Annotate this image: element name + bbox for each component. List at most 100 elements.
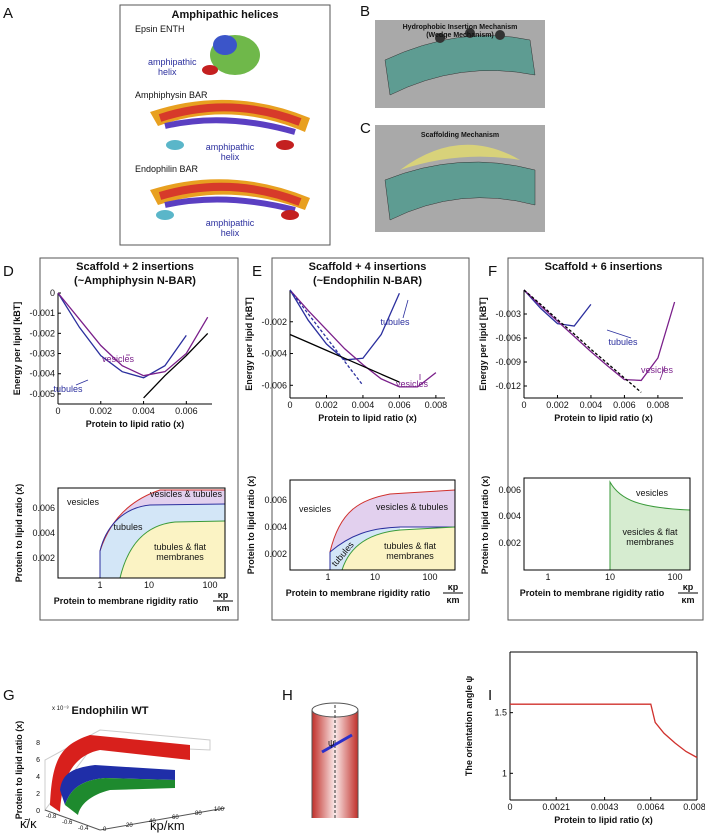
x-axis-label: Protein to lipid ratio (x) <box>554 413 653 423</box>
x-axis-label: Protein to membrane rigidity ratio <box>520 588 665 598</box>
x-axis-label: Protein to lipid ratio (x) <box>86 419 185 429</box>
x-axis-label: Protein to membrane rigidity ratio <box>286 588 431 598</box>
panel-g-title: Endophilin WT <box>72 705 149 717</box>
x-tick-label: 10 <box>605 572 615 582</box>
x-tick-label: 60 <box>172 815 179 821</box>
chart-subtitle: (~Amphiphysin N-BAR) <box>74 275 196 287</box>
region-label: membranes <box>156 552 204 562</box>
y-tick-label: -0.002 <box>261 317 287 327</box>
x-tick-label: 1 <box>97 580 102 590</box>
x-tick-label: 0.002 <box>546 400 569 410</box>
x-tick-label: 100 <box>202 580 217 590</box>
x-axis-label: κp/κm <box>150 818 185 833</box>
helix-label: amphipathic <box>206 218 255 228</box>
protein-name: Amphiphysin BAR <box>135 90 208 100</box>
series-line <box>143 332 209 399</box>
panel-label: A <box>3 5 13 22</box>
x-tick-label: 0 <box>103 827 107 833</box>
helix-label: helix <box>221 152 240 162</box>
ratio-num: κp <box>448 582 459 592</box>
ratio-num: κp <box>218 590 229 600</box>
y-tick-label: 1.5 <box>494 708 507 718</box>
protein-name: Epsin ENTH <box>135 24 185 34</box>
y-tick-label: 0.004 <box>32 528 55 538</box>
panel-d-frame <box>39 257 239 621</box>
x-axis-label: Protein to membrane rigidity ratio <box>54 596 199 606</box>
k-axis-label: κ̄/κ <box>20 816 37 831</box>
y-tick-label: 1 <box>502 768 507 778</box>
x-axis-label: Protein to lipid ratio (x) <box>554 815 653 825</box>
x-tick-label: 0.0043 <box>591 802 619 812</box>
ratio-den: κm <box>216 603 229 613</box>
insertions <box>435 28 505 43</box>
helix-label: amphipathic <box>206 142 255 152</box>
region-label: vesicles <box>67 497 100 507</box>
z-tick-label: 4 <box>36 774 40 781</box>
x-tick-label: 0.004 <box>352 400 375 410</box>
x-tick-label: 0 <box>287 400 292 410</box>
x-tick-label: 100 <box>214 807 225 813</box>
panel-label: F <box>488 263 497 280</box>
x-tick-label: 100 <box>667 572 682 582</box>
y-tick-label: -0.006 <box>261 380 287 390</box>
phase-e <box>289 479 456 571</box>
y-tick-label: -0.001 <box>29 308 55 318</box>
series-line <box>57 292 209 377</box>
scaffold <box>400 144 520 170</box>
label-arrow <box>659 365 666 381</box>
cylinder <box>311 702 359 818</box>
mechanism-title: Scaffolding Mechanism <box>421 132 499 139</box>
x-tick-label: 1 <box>545 572 550 582</box>
plot-frame <box>510 652 697 800</box>
panel-e-frame <box>271 257 470 621</box>
plot-frame <box>524 290 683 398</box>
y-tick-label: 0.004 <box>264 522 287 532</box>
y-axis-label: Protein to lipid ratio (x) <box>246 476 256 575</box>
label-arrow <box>606 329 632 339</box>
x-tick-label: 0.006 <box>613 400 636 410</box>
y-tick-label: 0.006 <box>264 495 287 505</box>
membrane <box>384 35 536 96</box>
panel-label: D <box>3 263 14 280</box>
chart-title: Scaffold + 6 insertions <box>545 261 663 273</box>
y-axis-label: Energy per lipid [kBT] <box>244 297 254 391</box>
panel-f-frame <box>507 257 704 621</box>
y-tick-label: -0.003 <box>29 349 55 359</box>
series-label: vesicles <box>396 379 429 389</box>
y-tick-label: 0.002 <box>498 538 521 548</box>
series-line <box>57 292 187 379</box>
x-tick-label: 10 <box>370 572 380 582</box>
series-label: vesicles <box>102 354 135 364</box>
y-axis-label: Protein to lipid ratio (x) <box>14 721 24 820</box>
panel-label: B <box>360 3 370 20</box>
series-line <box>289 289 364 386</box>
x-tick-label: 40 <box>149 819 156 825</box>
chart-title: Scaffold + 2 insertions <box>76 261 194 273</box>
chart-title: Scaffold + 4 insertions <box>309 261 427 273</box>
series-line <box>289 289 437 388</box>
x-tick-label: 0.004 <box>132 406 155 416</box>
helix-label: helix <box>221 228 240 238</box>
k-tick-label: -0.4 <box>78 826 89 832</box>
region-label: vesicles & tubules <box>150 489 223 499</box>
protein-name: Endophilin BAR <box>135 164 199 174</box>
y-tick-label: -0.005 <box>29 389 55 399</box>
y-tick-label: -0.009 <box>495 357 521 367</box>
x-tick-label: 10 <box>144 580 154 590</box>
series-line <box>289 289 400 361</box>
y-axis-label: Protein to lipid ratio (x) <box>480 476 490 575</box>
z-tick-label: 0 <box>36 808 40 815</box>
y-tick-label: 0.006 <box>498 485 521 495</box>
panel-label: G <box>3 687 15 704</box>
label-arrow <box>75 379 89 386</box>
x-tick-label: 0.008 <box>425 400 448 410</box>
x-tick-label: 20 <box>126 823 133 829</box>
y-tick-label: -0.012 <box>495 381 521 391</box>
mechanism-subtitle: (Wedge Mechanism) <box>426 32 494 39</box>
helix-label: helix <box>158 67 177 77</box>
phase-d <box>57 487 226 579</box>
y-tick-label: -0.004 <box>261 349 287 359</box>
x-tick-label: 100 <box>422 572 437 582</box>
